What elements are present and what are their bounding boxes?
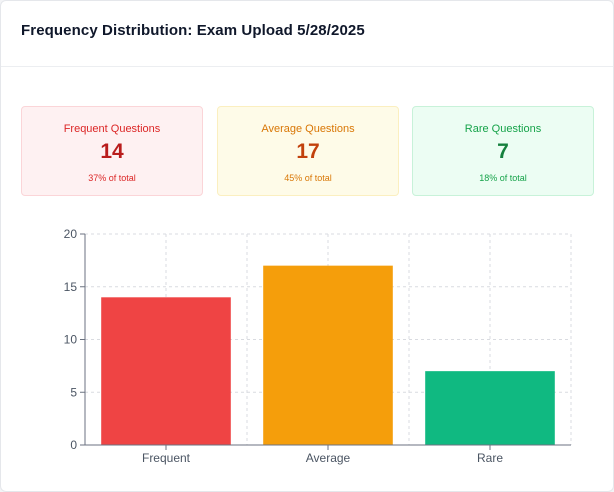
stat-card-frequent: Frequent Questions 14 37% of total (21, 106, 203, 196)
page-title: Frequency Distribution: Exam Upload 5/28… (21, 22, 365, 39)
x-tick-label: Average (306, 451, 351, 465)
y-tick-label: 5 (70, 385, 77, 399)
stat-card-rare: Rare Questions 7 18% of total (412, 106, 594, 196)
y-tick-label: 0 (70, 438, 77, 452)
stat-label: Rare Questions (464, 123, 542, 135)
x-tick-label: Frequent (142, 451, 191, 465)
bar-frequent (101, 297, 231, 445)
stat-label: Frequent Questions (63, 123, 161, 135)
chart-container: 0 5 10 15 20 Frequent Average Rare (1, 223, 613, 478)
card-header: Frequency Distribution: Exam Upload 5/28… (1, 1, 613, 67)
stat-count: 17 (296, 140, 320, 163)
stat-count: 14 (100, 140, 124, 163)
stat-card-average: Average Questions 17 45% of total (217, 106, 399, 196)
y-tick-label: 10 (64, 333, 78, 347)
bar-rare (425, 371, 555, 445)
x-tick-label: Rare (477, 451, 503, 465)
stat-percent: 45% of total (284, 173, 332, 183)
bar-average (263, 265, 393, 445)
stat-percent: 37% of total (88, 173, 136, 183)
y-tick-label: 15 (64, 280, 78, 294)
stat-count: 7 (497, 140, 509, 163)
stat-label: Average Questions (261, 123, 355, 135)
stat-percent: 18% of total (479, 173, 527, 183)
bar-chart: 0 5 10 15 20 Frequent Average Rare (64, 227, 572, 465)
y-tick-label: 20 (64, 227, 78, 241)
